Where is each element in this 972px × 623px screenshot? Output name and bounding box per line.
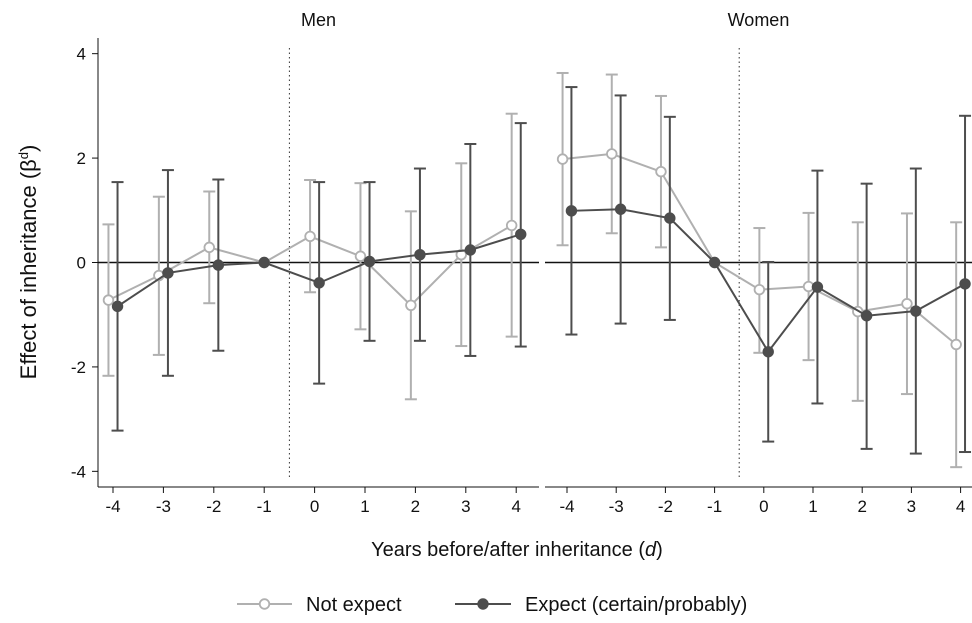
data-point — [901, 298, 913, 310]
data-point — [405, 299, 417, 312]
data-point — [860, 310, 873, 322]
data-point — [102, 294, 115, 306]
data-point — [614, 203, 627, 215]
data-point — [414, 248, 426, 261]
legend-label: Expect (certain/probably) — [525, 594, 747, 616]
data-point — [162, 267, 174, 279]
data-point — [464, 244, 477, 256]
y-tick-label: 0 — [77, 254, 86, 273]
y-tick-label: 2 — [77, 149, 86, 168]
data-point — [212, 259, 225, 271]
y-tick-label: -2 — [71, 358, 86, 377]
data-point — [708, 256, 721, 269]
data-point — [313, 277, 325, 289]
x-tick-label: -1 — [707, 497, 722, 516]
data-point — [606, 148, 618, 160]
x-tick-label: 4 — [511, 497, 520, 516]
x-tick-label: 4 — [956, 497, 965, 516]
legend-item-not-expect: Not expect — [237, 594, 402, 616]
data-point — [111, 300, 124, 313]
data-point — [505, 219, 518, 232]
x-tick-label: 0 — [310, 497, 319, 516]
panel-women: Women -4 -3 -2 -1 0 1 2 3 4 — [545, 10, 972, 516]
x-axis-label: Years before/after inheritance (d) — [371, 539, 663, 561]
legend: Not expect Expect (certain/probably) — [237, 594, 747, 616]
x-tick-label: -3 — [609, 497, 624, 516]
x-tick-label: 0 — [759, 497, 768, 516]
legend-item-expect: Expect (certain/probably) — [455, 594, 747, 616]
x-tick-label: -3 — [156, 497, 171, 516]
x-tick-label: -4 — [559, 497, 574, 516]
series-not-expect — [556, 71, 963, 469]
data-point — [203, 241, 215, 254]
x-tick-label: 3 — [907, 497, 916, 516]
panels-layer: Men -4 -3 -2 -1 0 1 2 3 4 Women -4 -3 -2 -1 0 1 2 3 4 — [98, 10, 972, 516]
y-axis: -4 -2 0 2 4 — [71, 38, 99, 487]
x-tick-label: 1 — [808, 497, 817, 516]
legend-label: Not expect — [306, 594, 402, 616]
legend-marker — [477, 598, 489, 610]
data-point — [515, 228, 527, 241]
x-tick-label: 3 — [461, 497, 470, 516]
series-expect — [565, 86, 972, 455]
y-axis-label: Effect of inheritance (βd) — [16, 145, 41, 380]
panel-title: Women — [728, 10, 790, 30]
x-tick-label: -4 — [105, 497, 120, 516]
data-point — [664, 212, 676, 224]
data-point — [258, 256, 270, 269]
data-point — [959, 278, 971, 290]
data-point — [363, 255, 376, 268]
y-tick-label: -4 — [71, 462, 86, 481]
panel-men: Men -4 -3 -2 -1 0 1 2 3 4 — [98, 10, 539, 516]
data-point — [354, 250, 367, 262]
series-not-expect — [102, 112, 518, 401]
data-point — [753, 283, 766, 296]
data-point — [304, 230, 316, 243]
data-point — [565, 205, 578, 217]
legend-marker — [258, 598, 271, 610]
y-tick-label: 4 — [77, 45, 86, 64]
panel-title: Men — [301, 10, 336, 30]
series-expect — [111, 122, 527, 432]
x-tick-label: 1 — [360, 497, 369, 516]
data-point — [910, 305, 922, 317]
data-point — [811, 281, 824, 293]
x-tick-label: -2 — [206, 497, 221, 516]
data-point — [762, 346, 774, 358]
x-tick-label: 2 — [411, 497, 420, 516]
data-point — [556, 153, 569, 165]
x-tick-label: -2 — [658, 497, 673, 516]
x-tick-label: 2 — [857, 497, 866, 516]
x-tick-label: -1 — [257, 497, 272, 516]
data-point — [655, 165, 667, 178]
data-point — [950, 338, 962, 351]
